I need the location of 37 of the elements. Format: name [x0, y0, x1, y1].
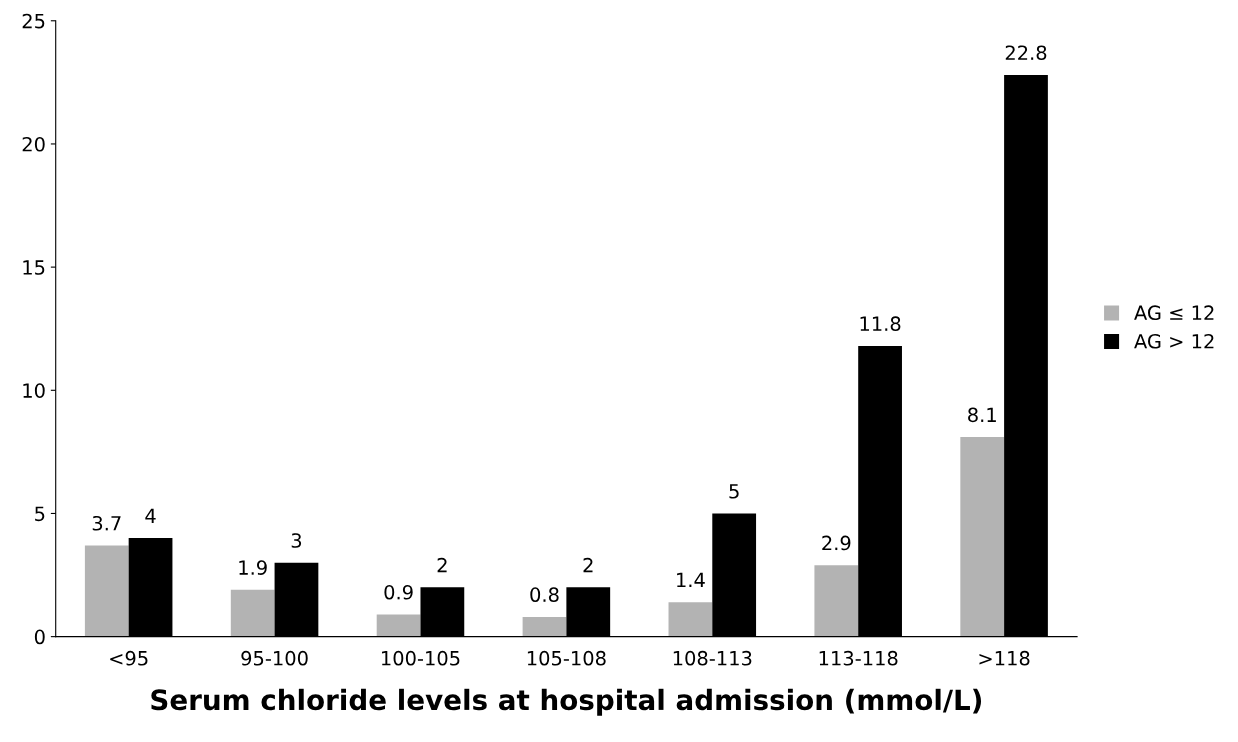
- x-tick-label: 100-105: [381, 650, 460, 666]
- data-label: 3: [291, 533, 302, 548]
- data-label: 2.9: [822, 535, 851, 551]
- bar: [814, 565, 859, 637]
- x-tick-label: 95-100: [241, 650, 308, 666]
- data-label: 1.4: [677, 572, 705, 587]
- legend-label: AG > 12: [1134, 333, 1214, 349]
- x-tick-label: 108-113: [673, 650, 752, 666]
- bar: [230, 589, 275, 637]
- data-label: 8.1: [968, 407, 996, 423]
- data-label: 5: [729, 484, 739, 499]
- x-tick-label: >118: [979, 650, 1030, 666]
- bar: [668, 602, 713, 637]
- data-label: 2: [583, 557, 593, 573]
- data-label: 1.9: [239, 560, 267, 575]
- data-label: 0.9: [384, 584, 413, 600]
- x-axis-title: Serum chloride levels at hospital admission (mmol/L): [151, 688, 982, 716]
- y-tick-label: 20: [22, 136, 45, 152]
- bar: [376, 614, 421, 637]
- y-tick-label: 0: [34, 629, 45, 645]
- data-label: 2: [437, 557, 447, 573]
- data-label: 4: [145, 508, 156, 523]
- bar: [960, 437, 1005, 637]
- y-tick-label: 25: [22, 13, 45, 29]
- data-label: 3.7: [92, 515, 121, 531]
- x-tick-label: <95: [110, 650, 148, 666]
- y-tick-label: 15: [23, 260, 45, 275]
- bar: [84, 545, 129, 637]
- bar: [522, 616, 567, 637]
- y-tick-label: 10: [23, 383, 45, 398]
- y-tick-label: 5: [35, 506, 45, 522]
- legend-label: AG ≤ 12: [1134, 305, 1214, 321]
- data-label: 11.8: [860, 316, 901, 332]
- data-label: 22.8: [1005, 45, 1047, 61]
- x-tick-label: 105-108: [527, 650, 606, 666]
- x-tick-label: 113-118: [819, 650, 898, 666]
- data-label: 0.8: [530, 587, 559, 603]
